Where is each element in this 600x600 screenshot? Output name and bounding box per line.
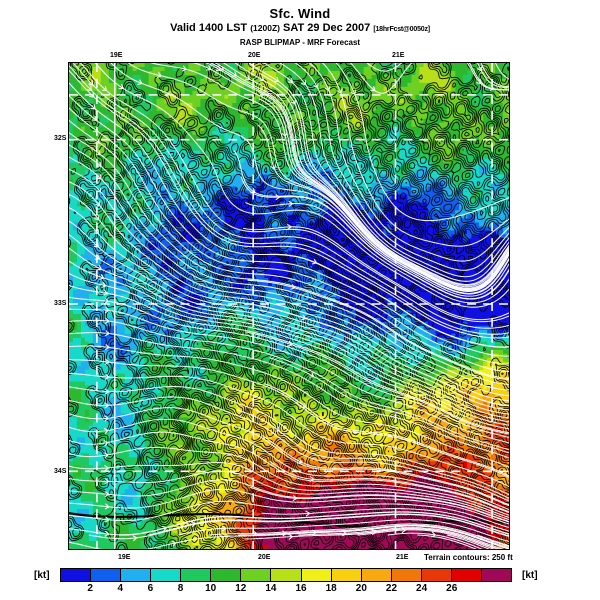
- colorbar-band-5: [211, 569, 242, 581]
- colorbar-band-0: [61, 569, 92, 581]
- colorbar-tick-labels: 2 4 6 8 10 12 14 16 18 20 22 24 26: [60, 583, 512, 596]
- terrain-contour-note: Terrain contours: 250 ft: [424, 553, 513, 562]
- lon-tick-top-20e: 20E: [248, 52, 261, 59]
- colorbar-tick-12: 12: [235, 583, 247, 594]
- model-source-line: RASP BLIPMAP - MRF Forecast: [239, 38, 361, 47]
- lon-tick-top-21e: 21E: [392, 52, 405, 59]
- colorbar-band-7: [271, 569, 302, 581]
- colorbar-unit-left: [kt]: [34, 570, 50, 581]
- colorbar-band-8: [301, 569, 332, 581]
- colorbar[interactable]: [60, 568, 512, 582]
- title-block: Sfc. Wind Valid 1400 LST (1200Z) SAT 29 …: [0, 6, 600, 49]
- colorbar-band-13: [451, 569, 482, 581]
- wind-speed-map[interactable]: [68, 62, 510, 550]
- colorbar-tick-24: 24: [416, 583, 428, 594]
- lat-tick-left-33s: 33S: [54, 300, 67, 307]
- colorbar-tick-22: 22: [385, 583, 398, 594]
- valid-time-local: Valid 1400 LST: [170, 22, 248, 34]
- lat-tick-left-32s: 32S: [54, 135, 67, 142]
- colorbar-band-14: [481, 569, 511, 581]
- colorbar-band-2: [121, 569, 152, 581]
- lon-tick-top-19e: 19E: [110, 52, 123, 59]
- colorbar-bands: [60, 568, 512, 582]
- colorbar-band-9: [331, 569, 362, 581]
- colorbar-band-10: [361, 569, 392, 581]
- colorbar-band-4: [181, 569, 212, 581]
- colorbar-band-3: [151, 569, 182, 581]
- colorbar-tick-20: 20: [355, 583, 367, 594]
- lat-tick-left-34s: 34S: [54, 468, 67, 475]
- colorbar-tick-18: 18: [325, 583, 337, 594]
- valid-time-line: Valid 1400 LST (1200Z) SAT 29 Dec 2007 […: [0, 21, 600, 37]
- graticule-layer: [69, 63, 509, 549]
- page-title: Sfc. Wind: [269, 6, 331, 21]
- colorbar-tick-6: 6: [147, 583, 154, 594]
- lon-tick-bottom-19e: 19E: [118, 554, 131, 561]
- colorbar-tick-4: 4: [117, 583, 124, 594]
- colorbar-band-11: [391, 569, 422, 581]
- colorbar-tick-10: 10: [205, 583, 217, 594]
- colorbar-band-1: [91, 569, 122, 581]
- valid-date: SAT 29 Dec 2007: [283, 22, 371, 34]
- lon-tick-bottom-20e: 20E: [258, 554, 271, 561]
- colorbar-tick-26: 26: [446, 583, 458, 594]
- colorbar-band-6: [241, 569, 272, 581]
- colorbar-tick-8: 8: [177, 583, 184, 594]
- lon-tick-bottom-21e: 21E: [396, 554, 409, 561]
- colorbar-band-12: [421, 569, 452, 581]
- colorbar-tick-2: 2: [87, 583, 93, 594]
- colorbar-tick-16: 16: [295, 583, 307, 594]
- colorbar-unit-right: [kt]: [522, 570, 538, 581]
- forecast-hour-tag: [18hrFcst@0050z]: [373, 26, 430, 33]
- colorbar-tick-14: 14: [265, 583, 277, 594]
- valid-time-utc: (1200Z): [250, 23, 280, 33]
